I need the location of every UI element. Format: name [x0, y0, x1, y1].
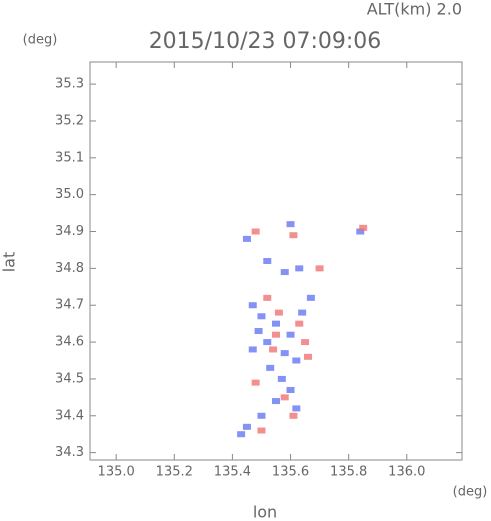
- data-cell: [263, 339, 272, 346]
- data-cell: [269, 346, 278, 353]
- x-tick-label: 135.8: [330, 465, 367, 480]
- x-tick-label: 136.0: [388, 465, 425, 480]
- data-cell: [272, 320, 280, 327]
- y-tick-label: 35.3: [55, 77, 84, 92]
- data-cell: [315, 265, 324, 272]
- x-tick-label: 135.0: [98, 465, 135, 480]
- plot-frame: [89, 61, 463, 461]
- x-unit: (deg): [453, 485, 488, 500]
- data-cell: [359, 224, 368, 231]
- y-tick-label: 35.1: [55, 150, 84, 165]
- data-cell: [280, 350, 289, 357]
- data-cell: [295, 320, 304, 327]
- data-cell: [257, 313, 266, 320]
- y-tick-label: 34.9: [55, 224, 84, 239]
- data-cell: [274, 309, 283, 316]
- data-cell: [289, 232, 298, 239]
- y-tick-label: 34.5: [55, 371, 84, 386]
- data-cell: [251, 379, 260, 386]
- data-cell: [248, 302, 257, 309]
- data-cell: [242, 235, 251, 242]
- data-cell: [356, 228, 365, 235]
- data-cell: [277, 375, 286, 382]
- data-cell: [257, 412, 266, 419]
- data-cell: [237, 431, 246, 438]
- data-cell: [280, 269, 289, 276]
- y-tick-label: 35.0: [55, 187, 84, 202]
- data-cell: [251, 228, 260, 235]
- data-cell: [266, 364, 275, 371]
- data-cell: [272, 398, 280, 405]
- x-tick-label: 135.4: [214, 465, 251, 480]
- x-tick-label: 135.2: [156, 465, 193, 480]
- data-cell: [301, 339, 310, 346]
- data-cell: [257, 427, 266, 434]
- data-cell: [280, 394, 289, 401]
- x-axis-label: lon: [253, 503, 277, 521]
- data-cell: [286, 386, 295, 393]
- data-cell: [272, 331, 280, 338]
- chart-title: 2015/10/23 07:09:06: [149, 29, 382, 54]
- data-cell: [263, 294, 272, 301]
- y-tick-label: 35.2: [55, 113, 84, 128]
- data-cell: [298, 309, 307, 316]
- data-cell: [295, 265, 304, 272]
- data-cell: [289, 412, 298, 419]
- y-unit: (deg): [23, 33, 58, 48]
- data-cell: [306, 294, 315, 301]
- data-cell: [254, 328, 263, 335]
- y-tick-label: 34.8: [55, 261, 84, 276]
- data-cell: [292, 357, 301, 364]
- y-tick-label: 34.4: [55, 408, 84, 423]
- x-tick-label: 135.6: [272, 465, 309, 480]
- data-cell: [286, 221, 295, 228]
- subtitle: ALT(km) 2.0: [367, 0, 462, 19]
- data-cell: [248, 346, 257, 353]
- data-cell: [286, 331, 295, 338]
- y-tick-label: 34.3: [55, 445, 84, 460]
- data-cell: [303, 353, 312, 360]
- y-tick-label: 34.7: [55, 298, 84, 313]
- data-cell: [292, 405, 301, 412]
- y-axis-label: lat: [0, 252, 19, 273]
- data-cell: [263, 258, 272, 264]
- data-cell: [242, 423, 251, 430]
- y-tick-label: 34.6: [55, 335, 84, 350]
